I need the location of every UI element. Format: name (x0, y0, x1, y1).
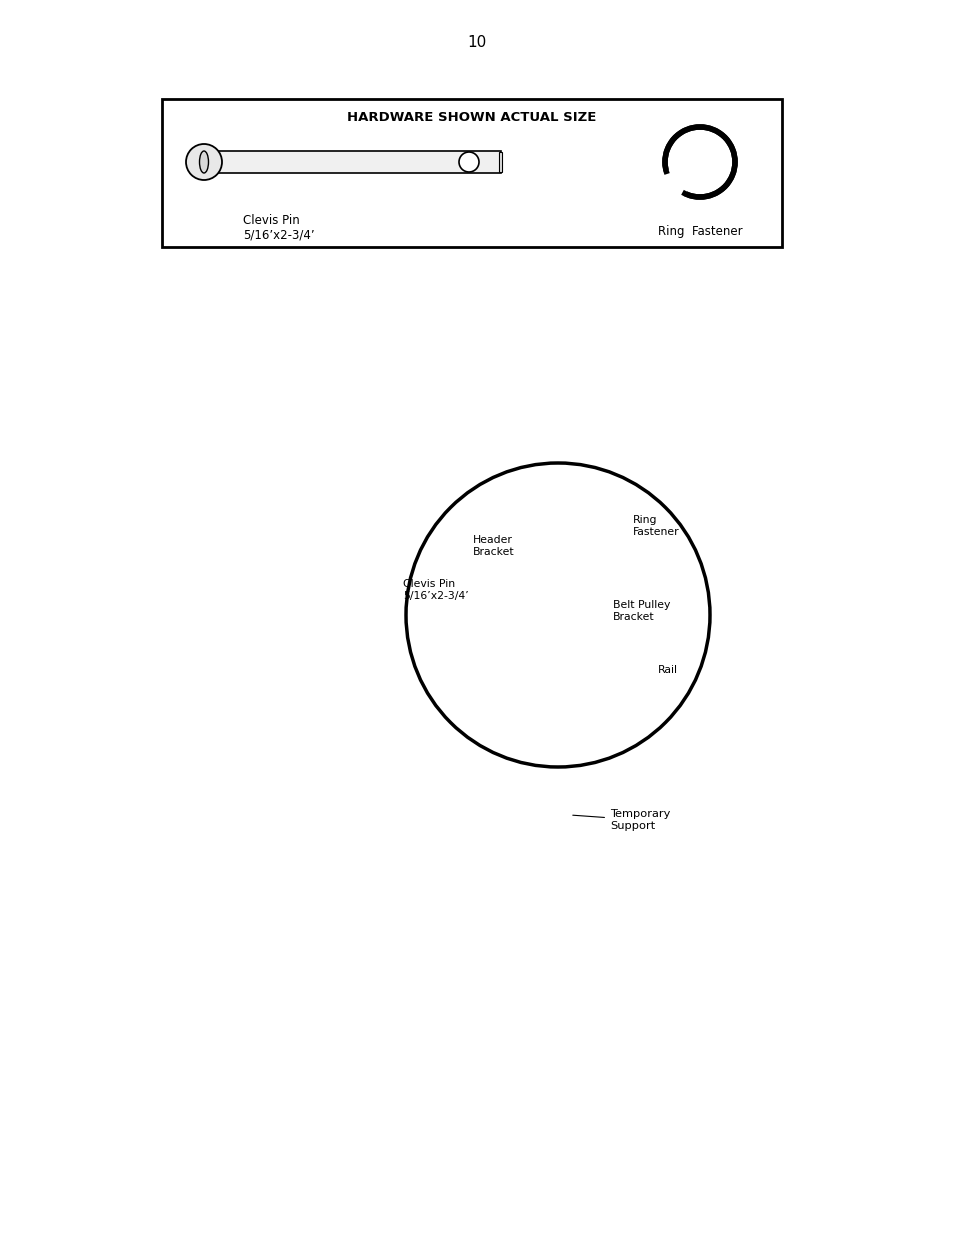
Circle shape (440, 589, 462, 611)
Circle shape (640, 522, 664, 547)
Text: base.: base. (437, 157, 477, 170)
Circle shape (206, 263, 909, 967)
Ellipse shape (199, 151, 209, 173)
Polygon shape (430, 725, 589, 876)
Text: 5/16’x2-3/4’: 5/16’x2-3/4’ (243, 228, 314, 241)
Text: Position the opener on the garage floor below the: Position the opener on the garage floor … (437, 130, 770, 143)
Polygon shape (482, 540, 547, 620)
Circle shape (635, 517, 670, 553)
Polygon shape (120, 266, 194, 315)
Text: Header
Bracket: Header Bracket (473, 535, 514, 557)
Circle shape (625, 638, 639, 652)
Text: Garage
Door: Garage Door (110, 666, 172, 688)
Text: Ring  Fastener: Ring Fastener (657, 225, 741, 238)
Text: as shown.: as shown. (437, 254, 504, 267)
Text: 10: 10 (467, 35, 486, 49)
Text: Insert a ring fastener to secure.: Insert a ring fastener to secure. (437, 282, 649, 294)
Circle shape (448, 597, 456, 604)
Bar (162, 99, 781, 247)
Text: •: • (426, 211, 434, 224)
Bar (206, 151, 500, 173)
Polygon shape (428, 490, 707, 806)
Text: Attach the Rail to the Header Bracket: Attach the Rail to the Header Bracket (424, 89, 850, 107)
Text: NOTE:: NOTE: (461, 157, 507, 170)
Circle shape (675, 137, 724, 186)
Bar (455, 594, 535, 605)
Polygon shape (468, 505, 710, 782)
Circle shape (83, 303, 92, 312)
Text: Ring
Fastener: Ring Fastener (633, 515, 679, 536)
Text: Belt Pulley
Bracket: Belt Pulley Bracket (104, 264, 235, 306)
Circle shape (106, 163, 953, 1067)
Text: Header
Bracket: Header Bracket (111, 219, 216, 270)
Text: Temporary
Support: Temporary Support (572, 809, 670, 831)
Bar (71, 280, 105, 1020)
Circle shape (617, 629, 648, 661)
Text: header bracket. Use packing material as a protective: header bracket. Use packing material as … (437, 143, 792, 157)
Text: •: • (426, 282, 434, 294)
Polygon shape (451, 471, 729, 787)
Text: Clevis Pin
5/16’x2-3/4’: Clevis Pin 5/16’x2-3/4’ (402, 579, 468, 600)
Text: •: • (426, 130, 434, 143)
Text: HARDWARE SHOWN ACTUAL SIZE: HARDWARE SHOWN ACTUAL SIZE (347, 111, 596, 124)
Text: INSTALLATION STEP 3: INSTALLATION STEP 3 (424, 53, 781, 82)
Circle shape (75, 294, 101, 320)
Circle shape (517, 559, 527, 571)
Text: Clevis Pin: Clevis Pin (243, 214, 299, 227)
Text: Rail: Rail (658, 664, 678, 676)
Circle shape (602, 615, 662, 676)
Circle shape (458, 152, 478, 172)
Bar (498, 152, 501, 172)
Text: If the door spring is in the way you’ll need: If the door spring is in the way you’ll … (500, 157, 784, 170)
Text: temporary support to allow the rail to clear the spring.: temporary support to allow the rail to c… (437, 184, 800, 198)
Circle shape (406, 463, 709, 767)
Text: Header Wall: Header Wall (122, 162, 239, 191)
Circle shape (499, 576, 510, 585)
Wedge shape (663, 162, 700, 195)
Text: •: • (426, 241, 434, 253)
Circle shape (664, 127, 734, 198)
Text: Position the rail bracket against the header bracket.: Position the rail bracket against the he… (437, 211, 785, 224)
Bar (57, 170, 119, 280)
Text: help. Have someone hold the opener securely on a: help. Have someone hold the opener secur… (437, 170, 776, 184)
Bar (455, 760, 535, 805)
Text: Align the bracket holes and join with a clevis pin: Align the bracket holes and join with a … (437, 241, 761, 253)
Circle shape (186, 144, 222, 180)
Bar (526, 595, 537, 604)
Circle shape (499, 555, 510, 564)
Text: Belt Pulley
Bracket: Belt Pulley Bracket (613, 600, 670, 621)
Bar (547, 590, 647, 659)
